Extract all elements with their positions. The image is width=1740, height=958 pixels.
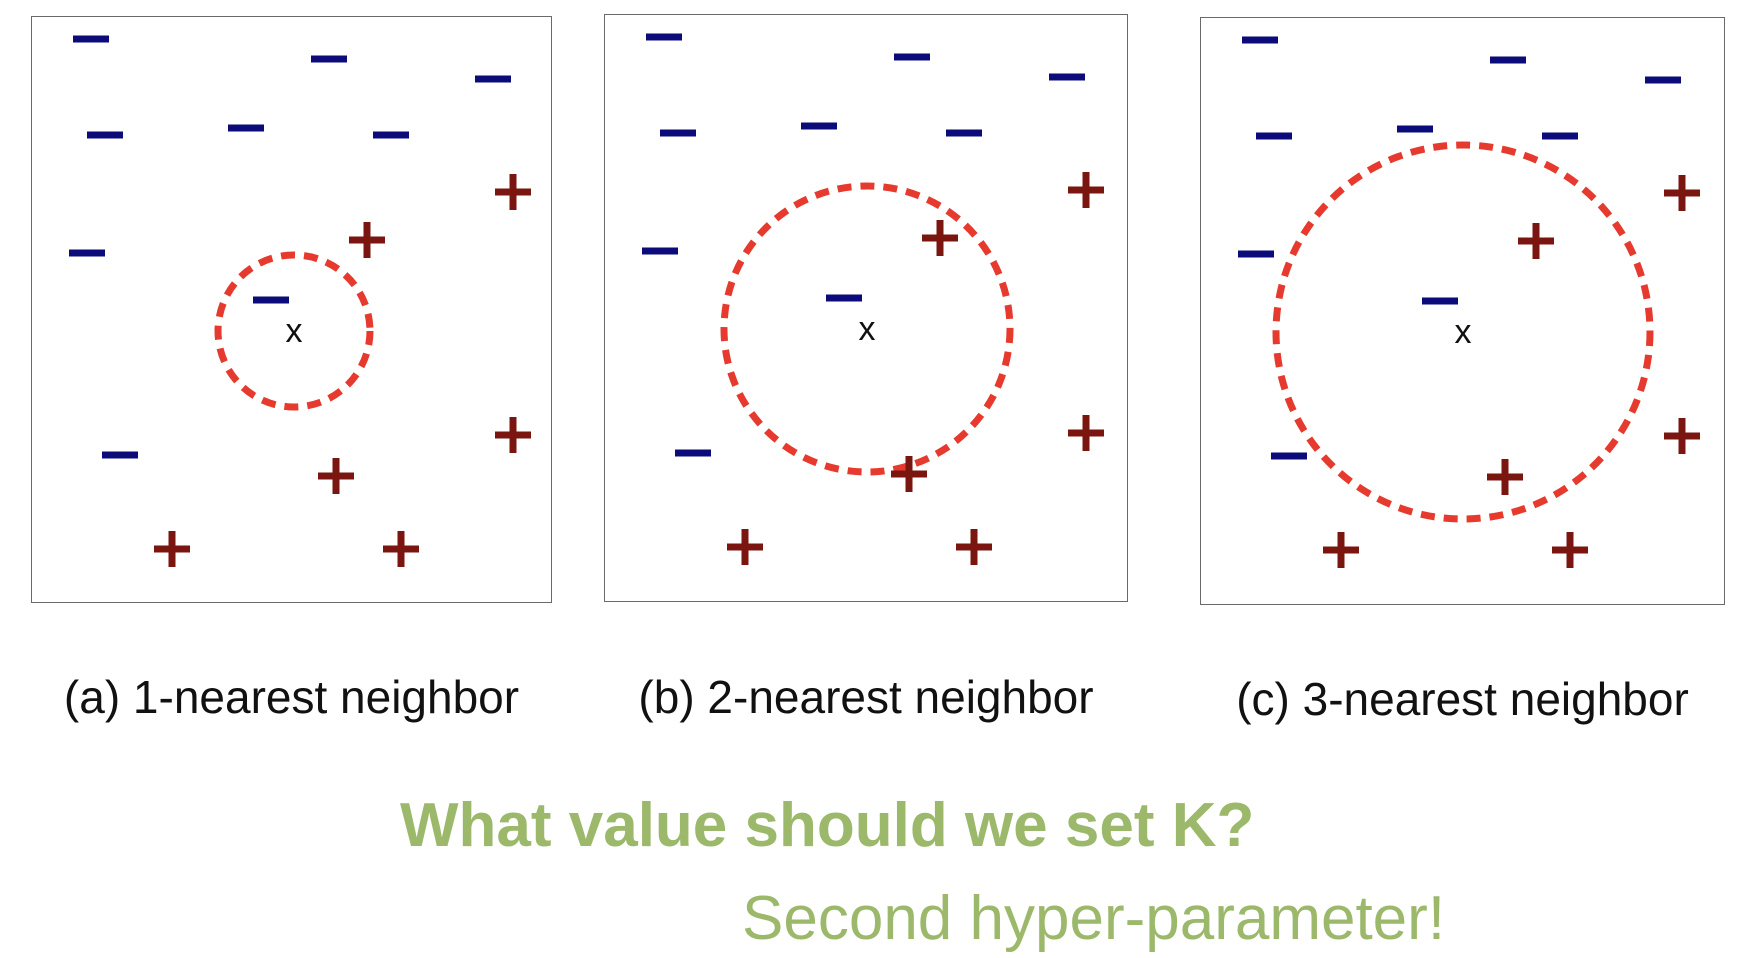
positive-point [956,529,992,565]
caption-k2: (b) 2-nearest neighbor [638,671,1094,723]
plot-k1: x [69,35,531,567]
negative-point [69,249,105,257]
negative-point [646,33,682,41]
subtitle-text: Second hyper-parameter! [742,884,1446,953]
negative-point [1397,125,1433,133]
negative-point [1490,56,1526,64]
negative-point [1645,76,1681,84]
question-heading: What value should we set K? [400,791,1255,860]
panel-k2: x [604,14,1128,602]
negative-point [946,129,982,137]
negative-point [87,131,123,139]
plot-k2: x [642,33,1104,565]
negative-point [475,75,511,83]
positive-point [922,220,958,256]
neighborhood-circle [1272,141,1654,523]
positive-point [154,531,190,567]
negative-point [1256,132,1292,140]
positive-point [318,458,354,494]
positive-point [349,222,385,258]
negative-point [102,451,138,459]
negative-point [1242,36,1278,44]
query-point: x [286,312,303,350]
positive-point [727,529,763,565]
negative-point [894,53,930,61]
positive-point [1552,532,1588,568]
negative-point [228,124,264,132]
positive-point [1664,175,1700,211]
positive-point [891,456,927,492]
caption-k3: (c) 3-nearest neighbor [1236,673,1689,725]
positive-point [383,531,419,567]
panel-k1: x [31,16,552,603]
positive-point [1323,532,1359,568]
negative-point [826,294,862,302]
negative-point [1422,297,1458,305]
negative-point [253,296,289,304]
negative-point [801,122,837,130]
negative-point [1542,132,1578,140]
negative-point [73,35,109,43]
plot-k3: x [1238,36,1700,568]
positive-point [1664,418,1700,454]
negative-point [311,55,347,63]
negative-point [675,449,711,457]
negative-point [1271,452,1307,460]
query-point: x [859,310,876,348]
negative-point [1049,73,1085,81]
positive-point [1487,459,1523,495]
negative-point [642,247,678,255]
panel-k3: x [1200,17,1725,605]
negative-point [373,131,409,139]
query-point: x [1455,313,1472,351]
positive-point [1068,415,1104,451]
positive-point [495,417,531,453]
positive-point [495,174,531,210]
caption-k1: (a) 1-nearest neighbor [63,671,520,723]
negative-point [660,129,696,137]
positive-point [1068,172,1104,208]
neighborhood-circle [214,251,374,411]
positive-point [1518,223,1554,259]
negative-point [1238,250,1274,258]
neighborhood-circle [720,182,1014,476]
